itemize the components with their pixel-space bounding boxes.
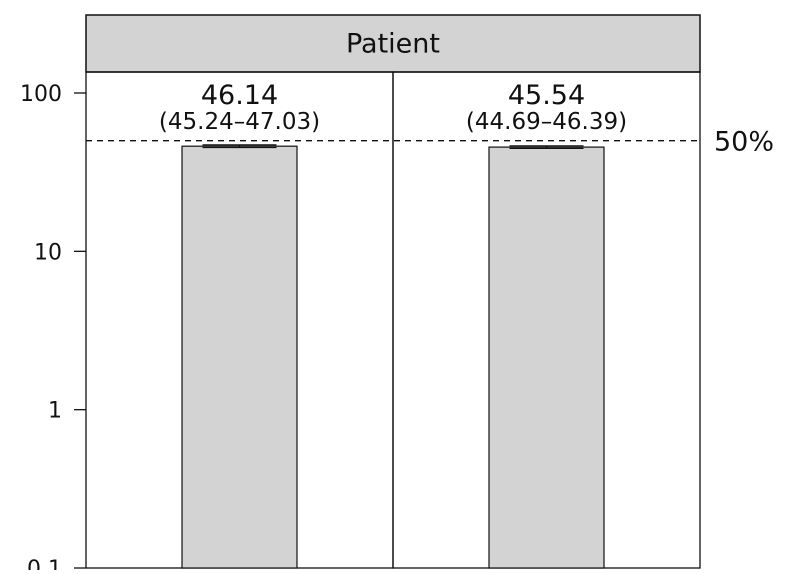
- ci-label: (44.69–46.39): [466, 109, 627, 135]
- y-tick-label: 0.1: [27, 557, 62, 570]
- ci-label: (45.24–47.03): [159, 109, 320, 135]
- y-tick-label: 100: [20, 82, 62, 107]
- y-tick-label: 1: [48, 399, 62, 424]
- reference-line-label: 50%: [714, 127, 774, 158]
- value-label: 46.14: [201, 80, 278, 111]
- bar: [488, 146, 605, 569]
- value-label: 45.54: [508, 80, 585, 111]
- y-tick-label: 10: [34, 240, 62, 265]
- facet-strip: [85, 14, 701, 73]
- bar: [181, 145, 298, 569]
- facet-strip-label: Patient: [346, 29, 440, 60]
